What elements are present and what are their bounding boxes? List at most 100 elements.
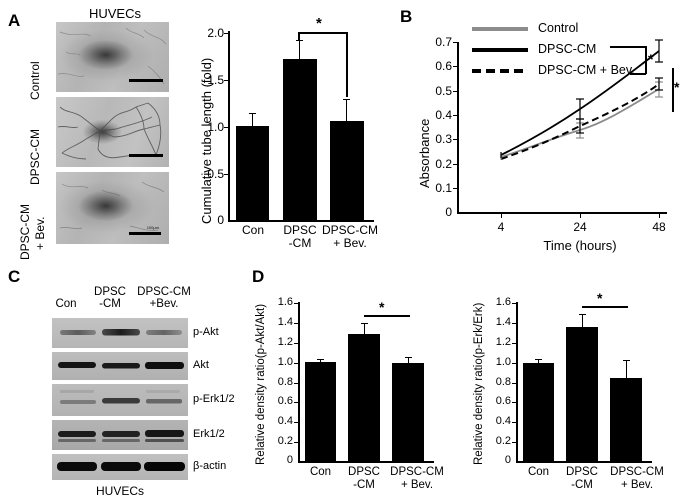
panel-b-ytick-0-2 — [453, 164, 458, 165]
panel-d-left-ytick-0-2 — [294, 442, 299, 443]
panel-c-blot-erk — [52, 420, 188, 450]
panel-d-right-significance-star: * — [597, 290, 603, 306]
panel-d-left-xlabel-dpsccmbev-line2: + Bev. — [400, 479, 434, 491]
panel-b-legend-sig-tick — [645, 46, 647, 74]
panel-d-right-x-axis — [516, 461, 652, 463]
panel-c-blot-label-p-erk: p-Erk1/2 — [193, 393, 235, 405]
panel-a-xlabel-dpsccm-line2: -CM — [288, 236, 312, 250]
panel-d-right-ytick-1-2 — [512, 343, 517, 344]
panel-b-ytick-0-3 — [453, 139, 458, 140]
panel-a-yticklabel-0: 0 — [217, 213, 224, 227]
panel-d-left-xlabel-con: Con — [309, 466, 332, 478]
panel-a-sig-tick-right — [346, 32, 348, 97]
panel-d-right-yticklabel-3: 0.6 — [495, 395, 511, 407]
panel-b-letter: B — [400, 7, 413, 26]
panel-a-yticklabel-4: 2.0 — [207, 26, 224, 40]
scale-bar-label: 100μm — [146, 225, 159, 230]
panel-b-ytick-0-7 — [453, 42, 458, 43]
panel-d-right-ytick-1-6 — [512, 303, 517, 304]
panel-b-plot-area — [500, 39, 663, 160]
panel-b-xticklabel-1: 24 — [573, 220, 587, 234]
panel-b-errorbars-dpsccm — [500, 39, 663, 158]
panel-b-ytick-0-5 — [453, 91, 458, 92]
panel-d-right-errorcap-dpsccm-bev — [623, 360, 630, 361]
panel-d-left-errorbar-dpsccm-bev — [408, 357, 409, 364]
panel-d-right-yticklabel-1: 0.2 — [495, 435, 511, 447]
panel-a-yticklabel-3: 1.5 — [207, 73, 224, 87]
panel-a-image-title: HUVECs — [88, 6, 141, 21]
panel-b-xtick-48 — [659, 213, 660, 218]
panel-d-left-ytick-0-6 — [294, 402, 299, 403]
panel-d-left-yticklabel-1: 0.2 — [277, 435, 293, 447]
panel-a-bar-con — [236, 126, 269, 220]
panel-c-blot-akt — [52, 352, 188, 380]
panel-c-blot-label-p-akt: p-Akt — [193, 326, 219, 338]
panel-a-errorbar-dpsccm — [299, 40, 300, 60]
panel-d-left-yticklabel-7: 1.4 — [277, 316, 293, 328]
micrograph-row-label-dpsccm-bev-line2: + Bev. — [33, 216, 47, 250]
micrograph-row-label-control: Control — [28, 61, 42, 100]
panel-b-legend-label-dpsccm-bev: DPSC-CM + Bev. — [538, 63, 635, 77]
panel-b-errorbars-dpsccm-bev — [576, 77, 663, 134]
panel-b-yticklabel-0: 0 — [445, 205, 452, 219]
panel-d-right-xlabel-dpsccm-line2: -CM — [571, 479, 593, 491]
panel-c-lane-header-dpsccm-line2: -CM — [99, 298, 121, 310]
panel-a-xlabel-con-line1: Con — [241, 223, 264, 237]
panel-c-footer-label: HUVECs — [95, 484, 144, 498]
panel-d-left-sig-line — [364, 315, 410, 317]
panel-a-bar-dpsccm — [283, 59, 317, 220]
panel-d-left-errorcap-con — [317, 359, 324, 360]
panel-b-significance-star-2: * — [674, 79, 680, 95]
panel-a-bar-dpsccm-bev — [330, 121, 364, 220]
panel-d-left-yticklabel-0: 0 — [286, 454, 293, 466]
panel-d-left-y-axis — [298, 302, 300, 462]
panel-c-blot-p-erk — [52, 384, 188, 416]
panel-d-left-yticklabel-6: 1.2 — [277, 336, 293, 348]
panel-a-yticklabel-1: 0.5 — [207, 167, 224, 181]
panel-d-right-errorbar-dpsccm-bev — [626, 360, 627, 379]
micrograph-row-label-dpsccm-bev-line1: DPSC-CM — [18, 204, 32, 260]
panel-d-left-ytick-0-8 — [294, 383, 299, 384]
panel-b-legend-swatch-dpsccm-bev — [472, 69, 528, 73]
scale-bar-dpsc-cm-bev — [129, 232, 161, 235]
panel-b-legend-swatch-dpsccm — [472, 48, 528, 52]
panel-b-legend-label-control: Control — [538, 21, 579, 35]
panel-d-right-yticklabel-7: 1.4 — [495, 316, 511, 328]
panel-b-ytick-0-4 — [453, 115, 458, 116]
panel-a-errorcap-con — [249, 113, 256, 114]
panel-d-left-x-axis — [298, 461, 434, 463]
panel-a-sig-line — [298, 32, 348, 34]
tube-network-overlay — [59, 181, 165, 231]
panel-a-xlabel-dpsccmbev-line2: + Bev. — [333, 236, 367, 250]
panel-b-yticklabel-1: 0.1 — [435, 181, 452, 195]
panel-d-right-xlabel-con: Con — [527, 466, 550, 478]
micrograph-dpsc-cm-bev: 100μm — [56, 172, 169, 244]
panel-d-left-yticklabel-5: 1.0 — [277, 356, 293, 368]
panel-c-blot-p-akt — [52, 318, 188, 348]
panel-c-blot-label-akt: Akt — [193, 359, 209, 371]
tube-network-overlay — [57, 27, 167, 85]
panel-b-significance-star-1: * — [648, 51, 654, 67]
panel-d-right-xlabel-dpsccm-line1: DPSC — [566, 466, 598, 478]
panel-d-left-ytick-0-4 — [294, 422, 299, 423]
panel-b-legend-swatch-control — [472, 27, 528, 31]
panel-d-left-xlabel-dpsccmbev-line1: DPSC-CM — [390, 466, 444, 478]
panel-d-right-xlabel-dpsccmbev-line1: DPSC-CM — [610, 466, 664, 478]
panel-d-right-ytick-0-2 — [512, 442, 517, 443]
panel-d-right-bar-dpsccm-bev — [610, 378, 642, 461]
panel-a-ytick-1-5 — [224, 80, 229, 81]
panel-b-yticklabel-7: 0.7 — [435, 35, 452, 49]
panel-c-lane-header-dpsccmbev-line1: DPSC-CM — [137, 286, 191, 298]
panel-b-legend-label-dpsccm: DPSC-CM — [538, 42, 597, 56]
panel-b-x-axis-title: Time (hours) — [543, 238, 617, 253]
panel-d-right-errorbar-dpsccm — [582, 314, 583, 328]
panel-a-xlabel-dpsccmbev-line1: DPSC-CM — [322, 223, 378, 237]
panel-b-ytick-0-1 — [453, 188, 458, 189]
panel-d-letter: D — [252, 267, 265, 286]
panel-a-errorbar-dpsccm-bev — [346, 99, 347, 122]
panel-b-yticklabel-2: 0.2 — [435, 157, 452, 171]
panel-c-lane-header-dpsccmbev-line2: +Bev. — [149, 298, 179, 310]
panel-d-right-bar-dpsccm — [566, 327, 598, 461]
panel-d-right-yticklabel-6: 1.2 — [495, 336, 511, 348]
